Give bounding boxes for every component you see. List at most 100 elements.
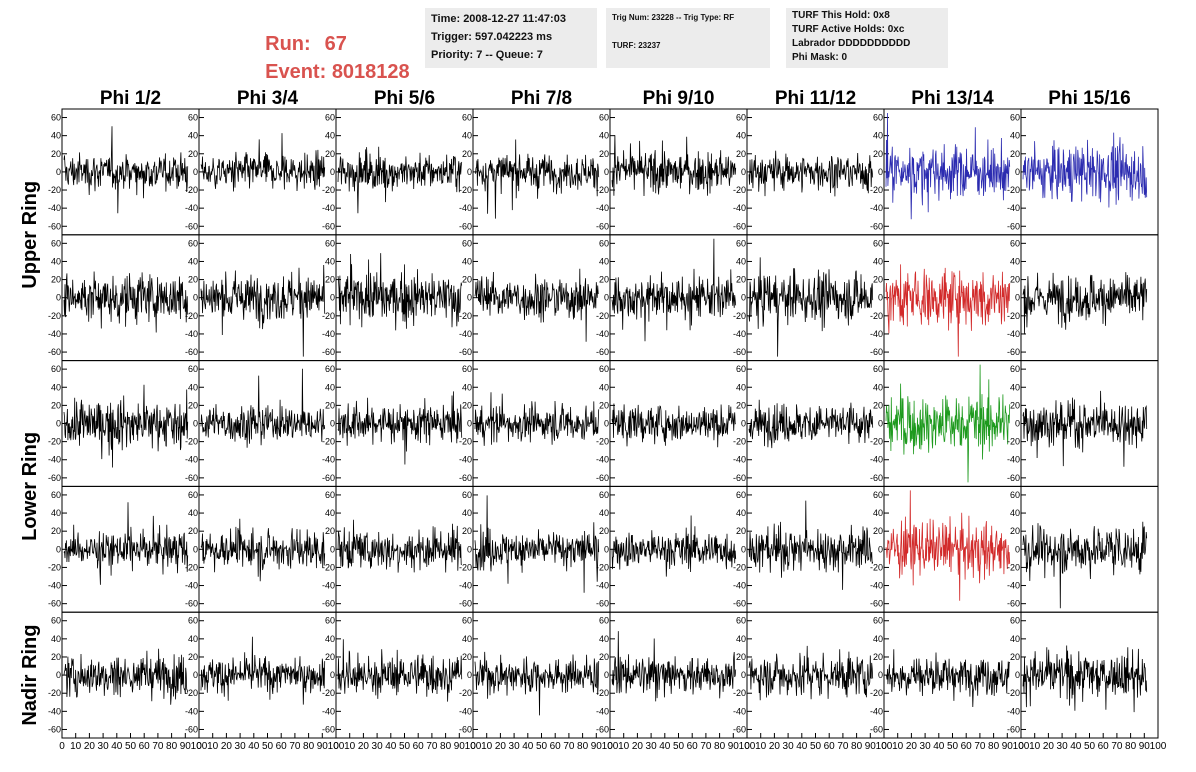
y-tick-label: -20 <box>596 688 609 698</box>
y-tick-label: -60 <box>596 221 609 231</box>
y-tick-label: -40 <box>596 329 609 339</box>
x-tick-label: 0 <box>744 741 750 752</box>
waveform-trace <box>200 636 326 705</box>
waveform-trace <box>63 126 189 214</box>
y-tick-label: 40 <box>873 131 883 141</box>
y-tick-label: 60 <box>188 238 198 248</box>
x-tick-label: 80 <box>851 741 863 752</box>
y-tick-label: -60 <box>459 724 472 734</box>
x-tick-label: 30 <box>1057 741 1069 752</box>
y-tick-label: -40 <box>870 203 883 213</box>
x-tick-label: 80 <box>577 741 589 752</box>
y-tick-label: 0 <box>741 670 746 680</box>
waveform-trace <box>748 257 874 357</box>
y-tick-label: 40 <box>462 382 472 392</box>
y-tick-label: 40 <box>188 131 198 141</box>
y-tick-label: -60 <box>1007 473 1020 483</box>
y-tick-label: 60 <box>188 113 198 123</box>
y-tick-label: 20 <box>736 526 746 536</box>
y-tick-label: 0 <box>604 293 609 303</box>
y-tick-label: 40 <box>873 508 883 518</box>
y-tick-label: -20 <box>322 311 335 321</box>
x-tick-label: 30 <box>646 741 658 752</box>
time-info-box: Time: 2008-12-27 11:47:03 Trigger: 597.0… <box>425 8 597 68</box>
y-tick-label: 60 <box>736 113 746 123</box>
y-tick-label: 60 <box>325 113 335 123</box>
y-tick-label: -60 <box>185 599 198 609</box>
x-tick-label: 70 <box>700 741 712 752</box>
ring-label: Lower Ring <box>19 432 41 541</box>
y-tick-label: -20 <box>322 437 335 447</box>
x-tick-label: 50 <box>673 741 685 752</box>
y-tick-label: 40 <box>736 508 746 518</box>
x-tick-label: 10 <box>755 741 767 752</box>
waveform-trace <box>1022 645 1148 713</box>
x-tick-label: 0 <box>333 741 339 752</box>
x-tick-label: 20 <box>84 741 96 752</box>
x-tick-label: 60 <box>276 741 288 752</box>
y-tick-label: -40 <box>459 455 472 465</box>
x-tick-label: 30 <box>509 741 521 752</box>
waveform-trace <box>885 364 1011 483</box>
y-tick-label: 0 <box>56 419 61 429</box>
event-label: Event: <box>265 61 327 83</box>
x-tick-label: 80 <box>1125 741 1137 752</box>
column-header: Phi 15/16 <box>1048 88 1130 109</box>
y-tick-label: 40 <box>873 382 883 392</box>
y-tick-label: 60 <box>51 364 61 374</box>
trigger-line: Trigger: 597.042223 ms <box>431 31 553 43</box>
x-tick-label: 100 <box>876 741 893 752</box>
y-tick-label: 40 <box>1010 382 1020 392</box>
y-tick-label: -20 <box>733 185 746 195</box>
y-tick-label: 20 <box>736 652 746 662</box>
y-tick-label: 60 <box>51 490 61 500</box>
y-tick-label: -20 <box>185 562 198 572</box>
y-tick-label: 0 <box>878 544 883 554</box>
y-tick-label: 20 <box>873 275 883 285</box>
column-header: Phi 13/14 <box>911 88 994 109</box>
y-tick-label: -60 <box>733 347 746 357</box>
y-tick-label: -20 <box>48 688 61 698</box>
x-tick-label: 30 <box>235 741 247 752</box>
column-header: Phi 9/10 <box>643 88 715 109</box>
priority-line: Priority: 7 -- Queue: 7 <box>431 49 543 61</box>
y-tick-label: 0 <box>1015 167 1020 177</box>
x-tick-label: 70 <box>152 741 164 752</box>
y-tick-label: -20 <box>48 311 61 321</box>
x-tick-label: 60 <box>139 741 151 752</box>
y-tick-label: -20 <box>1007 185 1020 195</box>
y-tick-label: 40 <box>188 634 198 644</box>
x-tick-label: 20 <box>495 741 507 752</box>
y-tick-label: -40 <box>733 455 746 465</box>
x-tick-label: 80 <box>988 741 1000 752</box>
y-tick-label: 20 <box>51 652 61 662</box>
x-tick-label: 90 <box>591 741 603 752</box>
x-tick-label: 100 <box>328 741 345 752</box>
waveform-trace <box>885 490 1011 601</box>
y-tick-label: 20 <box>873 149 883 159</box>
ring-label: Upper Ring <box>19 181 41 289</box>
y-tick-label: 0 <box>467 670 472 680</box>
y-tick-label: -60 <box>48 599 61 609</box>
y-tick-label: 40 <box>599 256 609 266</box>
x-tick-label: 20 <box>221 741 233 752</box>
x-tick-label: 70 <box>974 741 986 752</box>
y-tick-label: 40 <box>188 508 198 518</box>
y-tick-label: -20 <box>596 562 609 572</box>
y-tick-label: 0 <box>878 419 883 429</box>
y-tick-label: -40 <box>185 581 198 591</box>
y-tick-label: 40 <box>599 508 609 518</box>
x-tick-label: 80 <box>714 741 726 752</box>
y-tick-label: -20 <box>1007 688 1020 698</box>
x-tick-label: 40 <box>111 741 123 752</box>
y-tick-label: 40 <box>873 256 883 266</box>
y-tick-label: -20 <box>459 185 472 195</box>
y-tick-label: 20 <box>873 400 883 410</box>
x-tick-label: 40 <box>659 741 671 752</box>
waveform-trace <box>337 253 463 331</box>
waveform-trace <box>337 519 462 573</box>
y-tick-label: -20 <box>596 185 609 195</box>
x-tick-label: 80 <box>166 741 178 752</box>
y-tick-label: 40 <box>873 634 883 644</box>
y-tick-label: 0 <box>467 293 472 303</box>
